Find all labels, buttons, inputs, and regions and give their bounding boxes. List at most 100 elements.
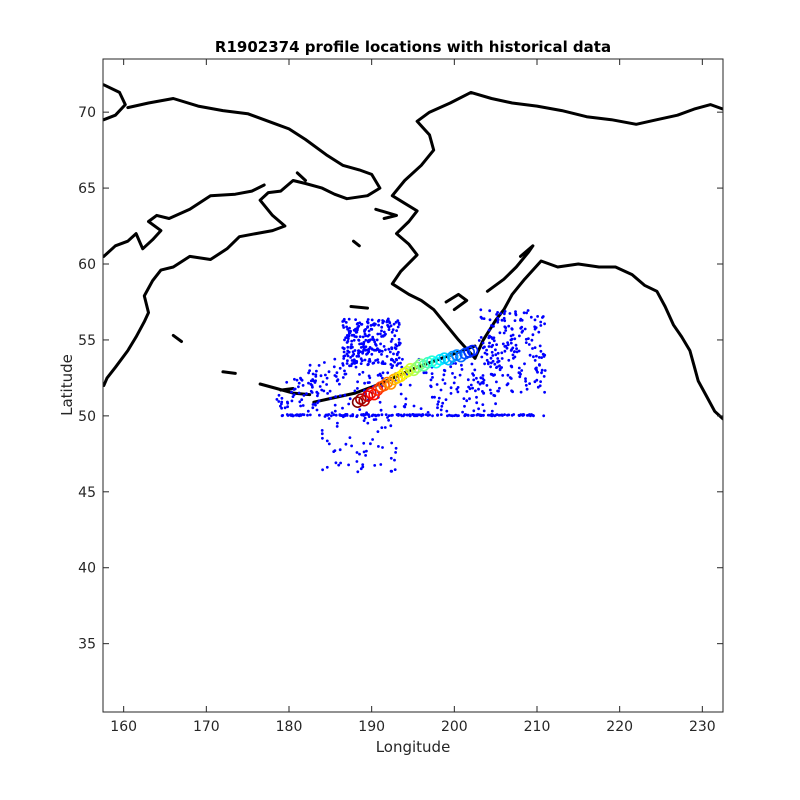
historical-point <box>487 328 491 332</box>
historical-point <box>392 322 396 326</box>
historical-point <box>365 411 368 415</box>
historical-point <box>439 408 443 412</box>
historical-point <box>373 464 377 467</box>
historical-point <box>537 330 541 334</box>
historical-point <box>306 409 310 413</box>
historical-point <box>356 470 360 474</box>
historical-point <box>436 406 439 410</box>
historical-point <box>472 378 476 382</box>
historical-point <box>393 360 396 364</box>
historical-point <box>277 393 281 397</box>
historical-point <box>377 445 380 448</box>
historical-point <box>540 371 543 375</box>
historical-point <box>527 343 531 346</box>
historical-point <box>429 384 432 388</box>
historical-point <box>437 396 441 400</box>
historical-point <box>431 414 434 418</box>
historical-point <box>387 325 391 329</box>
historical-point <box>301 413 304 416</box>
historical-point <box>534 367 537 371</box>
profile-marker <box>351 396 364 409</box>
historical-point <box>277 400 281 403</box>
historical-point <box>338 448 342 452</box>
historical-point <box>452 381 456 385</box>
historical-point <box>446 414 449 418</box>
axis-ticks: 160 170 180 190 200 210 220 230 35 40 45 50 55 60 65 70 <box>78 59 723 735</box>
historical-point <box>490 409 494 413</box>
historical-point <box>536 315 539 318</box>
historical-point <box>321 468 324 472</box>
historical-point <box>348 326 351 330</box>
historical-point <box>299 404 302 408</box>
historical-point <box>281 414 285 417</box>
historical-point <box>308 363 312 367</box>
historical-point <box>508 312 512 315</box>
historical-point <box>364 334 368 338</box>
historical-point <box>387 418 390 422</box>
historical-point <box>297 391 301 395</box>
historical-point <box>361 463 365 466</box>
historical-point <box>498 367 502 370</box>
historical-point <box>475 376 478 380</box>
historical-point <box>329 414 333 418</box>
historical-point <box>506 382 510 386</box>
historical-point <box>376 347 379 351</box>
historical-point <box>456 390 460 394</box>
historical-point <box>367 415 371 418</box>
historical-point <box>365 320 369 324</box>
coastline <box>349 305 369 310</box>
historical-point <box>358 452 361 456</box>
historical-point <box>483 351 487 355</box>
historical-point <box>361 370 365 374</box>
historical-point <box>293 377 296 381</box>
historical-point <box>379 332 382 336</box>
historical-point <box>503 345 507 348</box>
historical-point <box>323 415 327 418</box>
historical-point <box>535 378 539 382</box>
historical-point <box>379 374 383 378</box>
historical-point <box>494 348 497 352</box>
historical-point <box>315 390 319 394</box>
historical-point <box>518 375 522 379</box>
historical-point <box>490 345 493 349</box>
historical-point <box>348 397 352 401</box>
historical-point <box>466 378 470 382</box>
historical-point <box>533 380 537 384</box>
historical-point <box>393 458 396 462</box>
historical-point <box>358 342 361 346</box>
historical-point <box>343 369 346 373</box>
historical-point <box>538 363 541 366</box>
historical-point <box>503 319 507 323</box>
historical-point <box>342 326 346 329</box>
historical-point <box>372 418 376 421</box>
historical-point <box>355 354 359 358</box>
historical-point <box>390 366 394 369</box>
historical-point <box>339 461 342 465</box>
historical-point <box>501 374 505 377</box>
historical-point <box>490 350 494 354</box>
historical-point <box>291 395 295 398</box>
historical-point <box>316 394 319 398</box>
historical-point <box>306 413 309 417</box>
historical-point <box>356 380 359 384</box>
historical-point <box>475 413 479 417</box>
historical-point <box>344 321 348 324</box>
historical-point <box>379 342 382 346</box>
coastline <box>473 259 723 421</box>
historical-point <box>513 319 517 322</box>
y-tick-label: 50 <box>78 409 96 425</box>
historical-point <box>311 406 315 410</box>
historical-point <box>345 414 349 417</box>
historical-point <box>327 370 331 374</box>
historical-point <box>487 336 491 340</box>
historical-point <box>393 346 397 350</box>
historical-point <box>390 441 394 445</box>
historical-point <box>330 411 334 415</box>
historical-point <box>494 402 497 406</box>
historical-point <box>530 338 534 342</box>
historical-point <box>320 432 324 436</box>
y-tick-label: 35 <box>78 637 96 653</box>
coastline-layer <box>103 83 723 421</box>
historical-point <box>342 357 346 360</box>
historical-point <box>539 349 543 353</box>
